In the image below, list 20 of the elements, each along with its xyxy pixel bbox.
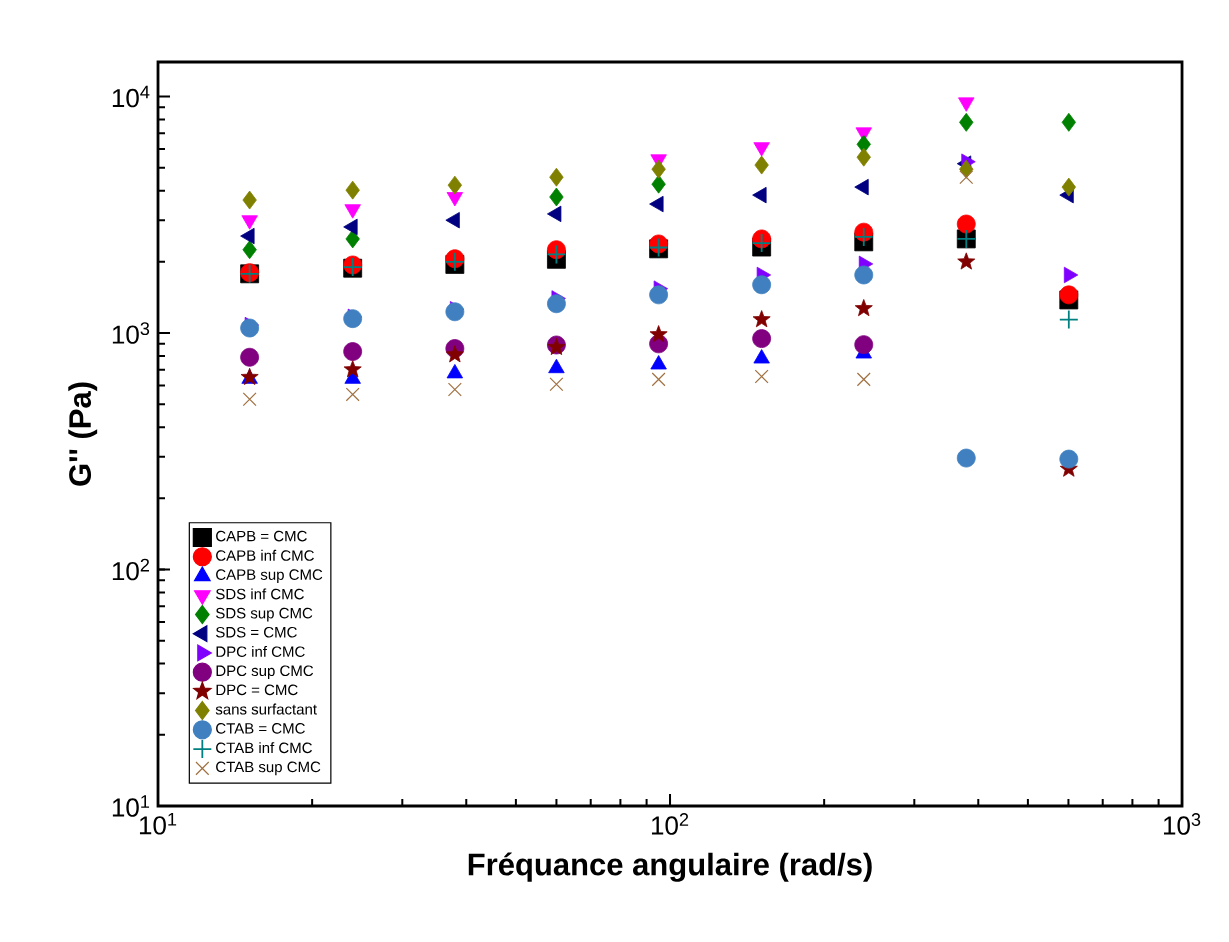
y-tick-label: 10$^{2}$ [112,558,150,581]
legend-label: SDS = CMC [216,626,297,638]
y-tick-label: 10$^{4}$ [112,85,150,108]
legend-label: sans surfactant [215,703,317,715]
legend-label: DPC = CMC [216,684,298,696]
legend-label: CTAB sup CMC [216,761,321,776]
legend-label: CAPB sup CMC [216,569,323,583]
legend-label: CAPB = CMC [216,530,307,542]
legend-label: DPC inf CMC [216,646,305,658]
x-tick-label: 10$^{2}$ [651,813,689,835]
x-axis-title: Fréquance angulaire (rad/s) [468,852,872,882]
y-tick-label: 10$^{3}$ [112,322,150,344]
legend-label: CTAB = CMC [216,723,305,734]
legend-label: SDS sup CMC [216,607,313,622]
x-tick-label: 10$^{3}$ [1163,813,1201,835]
legend-label: CAPB inf CMC [216,549,314,561]
legend-label: CTAB inf CMC [216,742,312,754]
y-axis-title: G'' (Pa) [68,382,98,486]
legend-label: SDS inf CMC [216,588,304,600]
legend-label: DPC sup CMC [216,665,314,680]
